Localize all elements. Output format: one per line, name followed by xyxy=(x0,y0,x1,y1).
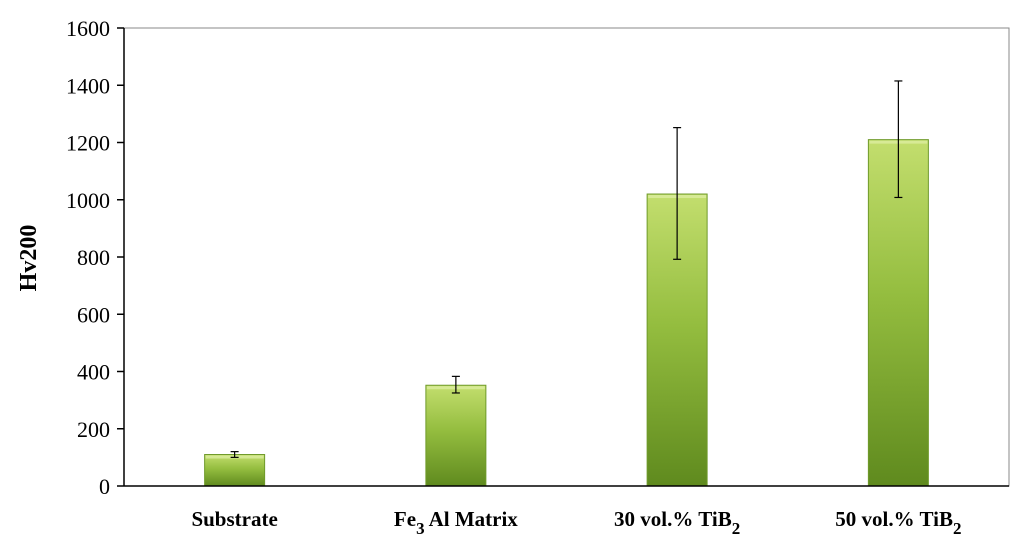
y-tick-label: 1600 xyxy=(66,16,110,41)
category-label-tail: Al Matrix xyxy=(429,507,519,531)
y-axis-ticks: 0 200 400 600 800 1000 1200 1400 1600 xyxy=(66,16,124,499)
x-axis-labels: Substrate Fe3 Al Matrix 30 vol.% TiB2 50 vol… xyxy=(191,507,961,538)
y-tick-label: 400 xyxy=(77,360,110,385)
x-category-label: 30 vol.% TiB2 xyxy=(614,507,740,538)
category-label-text: Substrate xyxy=(191,507,277,531)
y-tick-label: 1200 xyxy=(66,131,110,156)
y-tick-label: 600 xyxy=(77,302,110,327)
y-tick-label: 1000 xyxy=(66,188,110,213)
bar xyxy=(204,454,266,487)
bar xyxy=(425,384,487,487)
y-tick-label: 200 xyxy=(77,417,110,442)
category-label-text: Fe xyxy=(394,507,416,531)
x-category-label: 50 vol.% TiB2 xyxy=(835,507,961,538)
x-category-label: Fe3 Al Matrix xyxy=(394,507,518,538)
y-tick-label: 800 xyxy=(77,245,110,270)
bars xyxy=(204,139,929,487)
y-tick-label: 0 xyxy=(99,474,110,499)
category-label-text: 50 vol.% TiB xyxy=(835,507,953,531)
y-axis-title: Hv200 xyxy=(16,225,42,292)
error-bars xyxy=(230,80,903,458)
y-tick-label: 1400 xyxy=(66,73,110,98)
category-label-text: 30 vol.% TiB xyxy=(614,507,732,531)
x-category-label: Substrate xyxy=(191,507,277,531)
category-subscript: 3 xyxy=(416,519,425,538)
category-subscript: 2 xyxy=(732,519,741,538)
category-subscript: 2 xyxy=(953,519,962,538)
